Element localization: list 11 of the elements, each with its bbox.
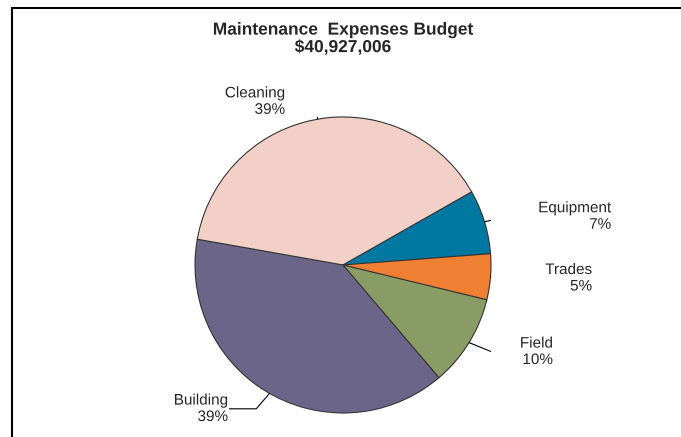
data-label: 39% [198,410,228,422]
data-label: 39% [255,103,285,114]
slice-label: Equipment [539,201,612,216]
slice-label: Trades [546,262,592,274]
chart-title: Maintenance Expenses Budget $40,927,006 [214,22,474,55]
slice-label: Cleaning [226,86,284,101]
data-label: 5% [570,280,592,291]
slice-label: Field [521,336,552,348]
slice-label: Building [174,393,228,408]
data-label: 10% [524,353,552,364]
data-label: 7% [590,218,611,229]
